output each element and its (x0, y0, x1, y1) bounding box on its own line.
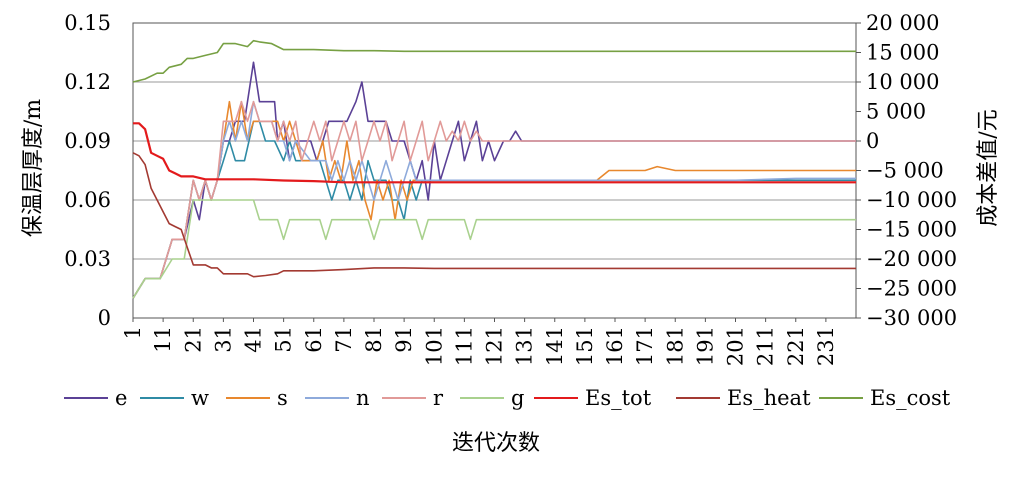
x-tick-label: 1 (121, 326, 145, 339)
y-right-tick-label: −15 000 (866, 218, 957, 242)
y-axis-left-title: 保温层厚度/m (21, 99, 46, 237)
x-tick-label: 181 (663, 326, 687, 366)
legend-label-w: w (191, 386, 209, 410)
x-tick-label: 111 (452, 326, 476, 366)
y-left-tick-label: 0.03 (64, 247, 111, 271)
y-left-tick-label: 0.06 (64, 188, 111, 212)
x-tick-label: 121 (483, 326, 507, 366)
series-line-es-tot (133, 122, 856, 184)
x-tick-label: 201 (724, 326, 748, 366)
x-tick-label: 41 (242, 326, 266, 353)
x-tick-label: 221 (784, 326, 808, 366)
x-tick-label: 151 (573, 326, 597, 366)
y-left-tick-label: 0 (98, 306, 111, 330)
x-tick-label: 31 (211, 326, 235, 353)
y-axis-right-title: 成本差值/元 (976, 109, 1001, 226)
y-right-tick-label: −30 000 (866, 306, 957, 330)
y-right-tick-label: −5 000 (866, 159, 944, 183)
y-right-tick-label: 15 000 (866, 41, 939, 65)
legend-label-es-heat: Es_heat (727, 386, 811, 410)
y-right-tick-label: 0 (866, 129, 879, 153)
y-left-tick-label: 0.12 (64, 70, 111, 94)
y-right-tick-label: −25 000 (866, 277, 957, 301)
plot-area (132, 39, 856, 299)
y-left-tick-label: 0.09 (64, 129, 111, 153)
series-line-r (132, 100, 856, 299)
series-line-es-cost (132, 39, 856, 83)
legend-label-es-tot: Es_tot (585, 386, 652, 410)
y-right-tick-label: 10 000 (866, 70, 939, 94)
x-axis-title: 迭代次数 (452, 431, 540, 456)
x-tick-label: 101 (422, 326, 446, 366)
x-tick-label: 171 (633, 326, 657, 366)
legend-label-r: r (433, 386, 444, 410)
x-tick-label: 191 (693, 326, 717, 366)
series-line-es-heat (132, 152, 856, 278)
x-tick-label: 131 (513, 326, 537, 366)
legend-label-g: g (511, 386, 524, 410)
x-tick-label: 21 (181, 326, 205, 353)
legend-label-es-cost: Es_cost (870, 386, 951, 410)
x-tick-label: 81 (362, 326, 386, 353)
legend-label-e: e (115, 386, 127, 410)
x-tick-label: 91 (392, 326, 416, 353)
y-right-tick-label: 5 000 (866, 100, 926, 124)
x-tick-label: 11 (151, 326, 175, 353)
x-tick-label: 51 (272, 326, 296, 353)
legend: e w s n r g Es_tot Es_heat Es_cost (64, 386, 951, 410)
series-line-w (132, 120, 856, 299)
x-tick-label: 61 (302, 326, 326, 353)
y-left-tick-label: 0.15 (64, 11, 111, 35)
legend-label-s: s (277, 386, 288, 410)
x-tick-label: 161 (603, 326, 627, 366)
x-tick-label: 211 (754, 326, 778, 366)
series-line-g (132, 199, 856, 299)
y-right-tick-label: −20 000 (866, 247, 957, 271)
x-tick-label: 141 (543, 326, 567, 366)
axes (132, 22, 861, 322)
y-right-tick-label: 20 000 (866, 11, 939, 35)
y-right-tick-label: −10 000 (866, 188, 957, 212)
x-tick-label: 231 (814, 326, 838, 366)
legend-label-n: n (356, 386, 370, 410)
x-tick-label: 71 (332, 326, 356, 353)
